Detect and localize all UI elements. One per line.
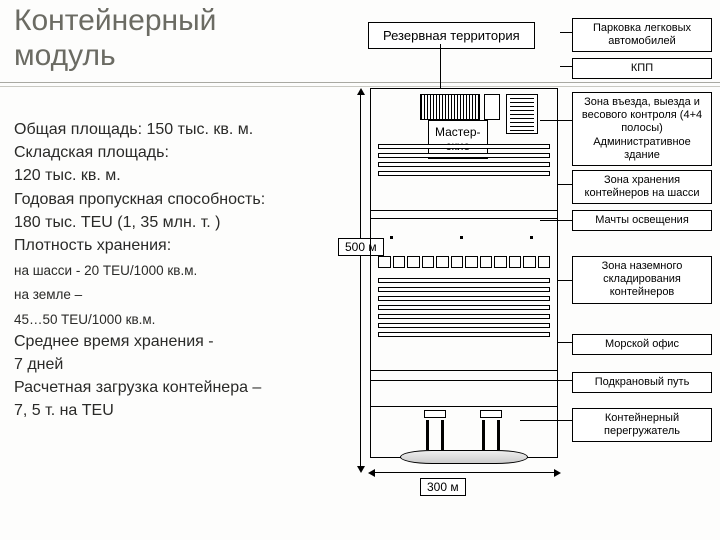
- row: [378, 162, 550, 167]
- gate-zone: [420, 94, 480, 120]
- leader-line: [558, 380, 572, 381]
- leader-line: [560, 32, 572, 33]
- spec-line: 120 тыс. кв. м.: [14, 164, 334, 187]
- chassis-storage: [506, 94, 538, 134]
- legend-text: Зона хранения контейнеров на шасси: [585, 174, 700, 199]
- row: [378, 171, 550, 176]
- legend-text: Мачты освещения: [595, 214, 689, 226]
- title-line: Контейнерныймодуль: [14, 4, 216, 72]
- spec-sub: 45…50 TEU/1000 кв.м.: [14, 310, 334, 330]
- arrow-down-icon: [357, 466, 365, 473]
- legend-text: КПП: [631, 62, 653, 74]
- arrow-up-icon: [357, 88, 365, 95]
- legend-masts: Мачты освещения: [572, 210, 712, 231]
- row: [378, 323, 550, 328]
- legend-ground-zone: Зона наземного складирования контейнеров: [572, 256, 712, 304]
- ground-storage-rows: [378, 278, 550, 341]
- leader-line: [540, 120, 572, 121]
- chassis-rows: [378, 144, 550, 180]
- legend-sea-office: Морской офис: [572, 334, 712, 355]
- legend-chassis-zone: Зона хранения контейнеров на шасси: [572, 170, 712, 204]
- spec-line: Общая площадь: 150 тыс. кв. м.: [14, 118, 334, 141]
- crane-icon: [480, 410, 502, 450]
- mast-icon: [390, 236, 393, 239]
- legend-text: Подкрановый путь: [595, 376, 690, 388]
- legend-text: Парковка легковых автомобилей: [593, 22, 691, 47]
- row: [378, 332, 550, 337]
- track-line: [370, 210, 558, 211]
- legend-gate-admin: Зона въезда, выезда и весового контроля …: [572, 92, 712, 166]
- spec-line: Расчетная загрузка контейнера –: [14, 376, 334, 399]
- mast-icon: [530, 236, 533, 239]
- leader-line: [560, 66, 572, 67]
- legend-parking: Парковка легковых автомобилей: [572, 18, 712, 52]
- legend-text: Зона въезда, выезда и весового контроля …: [582, 96, 702, 161]
- spec-line: Среднее время хранения -: [14, 330, 334, 353]
- rule-top: [0, 82, 720, 83]
- legend-text: Зона наземного складирования контейнеров: [602, 260, 683, 298]
- rule-top-2: [0, 86, 720, 87]
- spec-line: 7, 5 т. на TEU: [14, 399, 334, 422]
- row: [378, 144, 550, 149]
- leader-line: [540, 220, 572, 221]
- row: [378, 305, 550, 310]
- leader-line: [558, 280, 572, 281]
- crane-rail: [370, 406, 558, 407]
- spec-sub: на земле –: [14, 285, 334, 305]
- dim-line-vertical: [360, 90, 361, 470]
- spec-line: Плотность хранения:: [14, 234, 334, 257]
- legend-text: Морской офис: [605, 338, 679, 350]
- specs-block: Общая площадь: 150 тыс. кв. м. Складская…: [14, 118, 334, 423]
- row: [378, 314, 550, 319]
- legend-checkpoint: КПП: [572, 58, 712, 79]
- spec-line: 7 дней: [14, 353, 334, 376]
- leader-line: [558, 184, 572, 185]
- leader-line: [558, 342, 572, 343]
- spec-sub: на шасси - 20 TEU/1000 кв.м.: [14, 261, 334, 281]
- row: [378, 278, 550, 283]
- row: [378, 153, 550, 158]
- legend-text: Контейнерный перегружатель: [604, 412, 680, 437]
- leader-line: [440, 44, 441, 88]
- crane-icon: [424, 410, 446, 450]
- reserve-label: Резервная территория: [383, 28, 520, 43]
- site-plan-diagram: [370, 88, 560, 488]
- spec-line: Складская площадь:: [14, 141, 334, 164]
- spec-line: 180 тыс. TEU (1, 35 млн. т. ): [14, 211, 334, 234]
- legend-crane: Контейнерный перегружатель: [572, 408, 712, 442]
- page-title: Контейнерныймодуль: [14, 4, 216, 73]
- row: [378, 296, 550, 301]
- crane-rail: [370, 380, 558, 381]
- reserve-label-box: Резервная территория: [368, 22, 535, 49]
- track-line: [370, 370, 558, 371]
- track-line: [370, 218, 558, 219]
- page: Контейнерныймодуль Общая площадь: 150 ты…: [0, 0, 720, 540]
- quay-outline: [400, 450, 528, 464]
- spec-line: Годовая пропускная способность:: [14, 188, 334, 211]
- container-cells: [378, 256, 550, 268]
- row: [378, 287, 550, 292]
- mast-icon: [460, 236, 463, 239]
- admin-block: [484, 94, 500, 120]
- leader-line: [520, 420, 572, 421]
- legend-crane-rail: Подкрановый путь: [572, 372, 712, 393]
